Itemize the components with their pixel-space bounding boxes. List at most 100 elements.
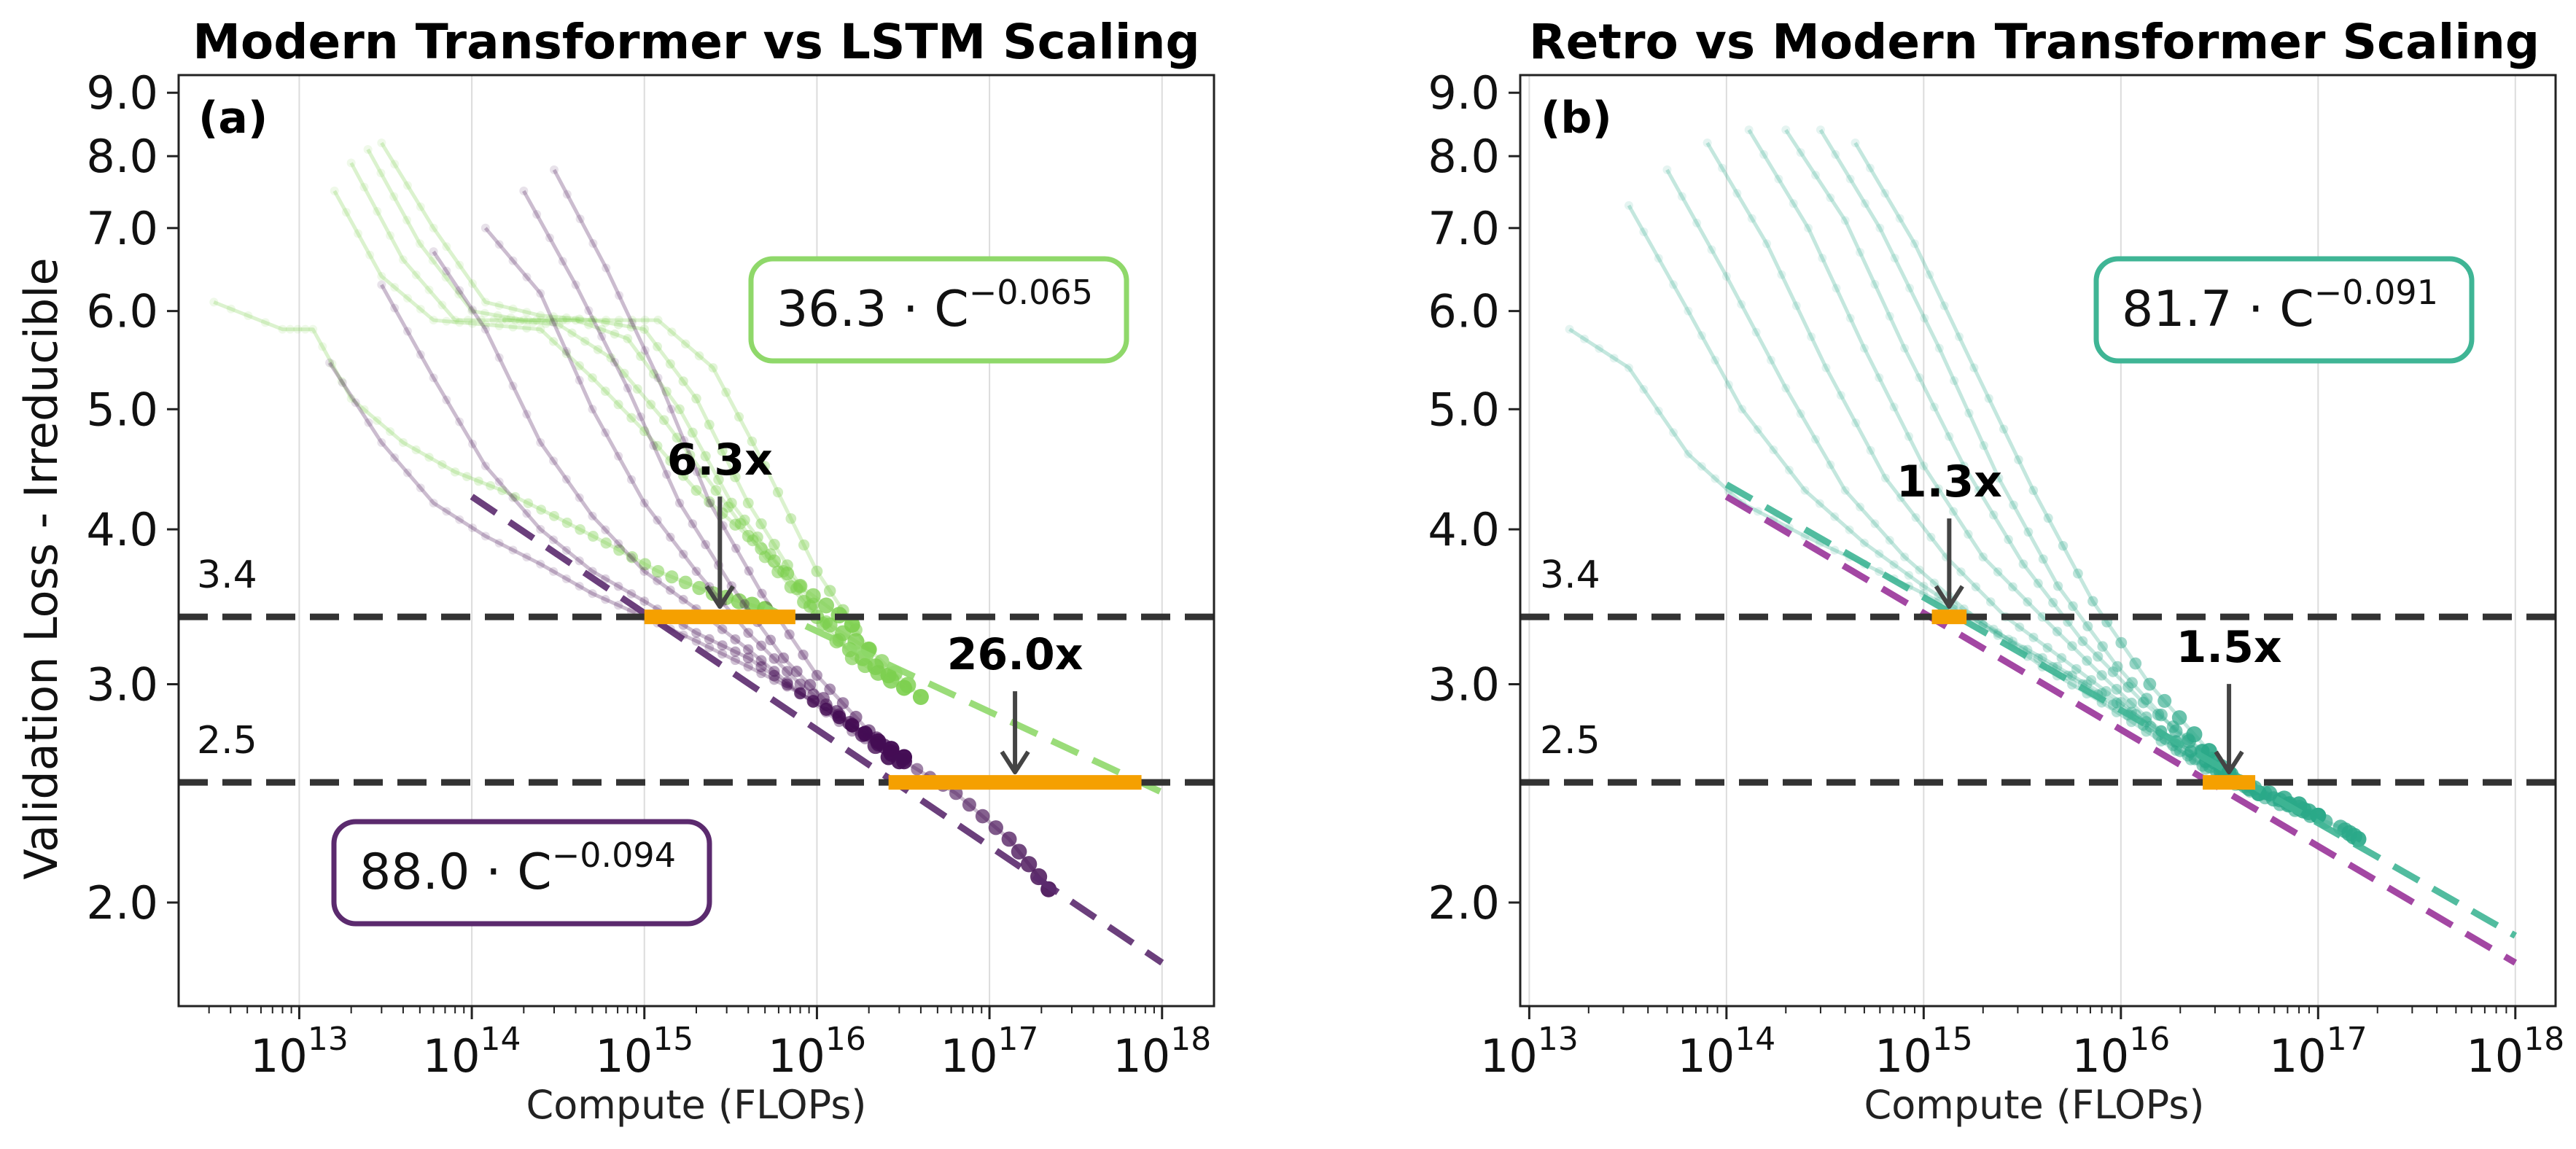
data-point xyxy=(1988,624,1999,634)
data-point xyxy=(1851,138,1860,147)
data-point xyxy=(1762,239,1772,249)
data-point xyxy=(536,505,547,515)
data-point xyxy=(549,510,559,521)
data-point xyxy=(1885,311,1894,321)
chart-panel-b: Retro vs Modern Transformer Scaling 3.4 2… xyxy=(1428,14,2564,1128)
data-point xyxy=(639,498,649,508)
data-point xyxy=(416,202,425,211)
data-point xyxy=(760,461,771,472)
data-point xyxy=(480,461,490,471)
data-point xyxy=(2168,724,2183,739)
data-point xyxy=(1885,536,1894,545)
data-point xyxy=(832,633,847,647)
data-point xyxy=(768,539,780,550)
data-point xyxy=(665,359,675,369)
data-point xyxy=(558,315,567,325)
data-point xyxy=(497,486,507,496)
data-point xyxy=(836,604,849,617)
axes-frame xyxy=(1519,74,2557,1008)
data-point xyxy=(1810,171,1820,180)
data-point xyxy=(1845,525,1854,534)
data-point xyxy=(700,451,711,461)
data-point xyxy=(593,345,603,354)
data-point xyxy=(390,160,400,169)
data-point xyxy=(1737,300,1746,309)
data-point xyxy=(781,678,793,690)
data-point xyxy=(325,358,335,367)
data-point xyxy=(561,313,571,323)
data-point xyxy=(639,324,650,335)
series-run-line xyxy=(502,318,922,698)
gap-arrow-head xyxy=(704,585,735,609)
data-point xyxy=(649,441,658,451)
data-point xyxy=(2082,655,2093,666)
data-point xyxy=(731,593,747,609)
data-point xyxy=(244,311,253,321)
y-tick-label: 9.0 xyxy=(86,66,158,120)
data-point xyxy=(2096,670,2107,681)
fit-line xyxy=(470,494,1164,966)
data-point xyxy=(537,316,546,325)
data-point xyxy=(1979,441,1988,451)
data-point xyxy=(627,315,637,325)
data-point xyxy=(1904,570,1914,580)
data-point xyxy=(2068,601,2078,612)
data-point xyxy=(610,357,620,367)
data-point xyxy=(497,316,507,325)
data-point xyxy=(580,336,590,346)
data-point xyxy=(549,318,559,327)
data-point xyxy=(571,280,580,289)
data-point xyxy=(2052,626,2063,636)
data-point xyxy=(549,535,559,545)
gap-label: 26.0x xyxy=(947,629,1083,680)
data-point xyxy=(730,634,741,644)
data-point xyxy=(1900,343,1910,353)
data-point xyxy=(561,517,572,529)
data-point xyxy=(523,498,534,508)
data-point xyxy=(697,467,709,478)
data-point xyxy=(606,353,616,363)
data-point xyxy=(398,255,408,265)
data-point xyxy=(536,437,545,447)
data-point xyxy=(2093,651,2104,662)
data-point xyxy=(327,359,337,369)
data-point xyxy=(337,376,346,386)
data-point xyxy=(1721,271,1731,281)
data-point xyxy=(1807,332,1816,341)
data-point xyxy=(1971,582,1981,592)
data-point xyxy=(710,485,722,496)
data-point xyxy=(785,513,797,524)
data-point xyxy=(2056,653,2067,663)
data-point xyxy=(2037,612,2047,622)
data-point xyxy=(639,566,649,576)
data-point xyxy=(626,413,637,423)
data-point xyxy=(386,231,395,241)
data-point xyxy=(441,273,451,282)
x-tick-label: 1017 xyxy=(941,1021,1039,1083)
data-point xyxy=(1856,502,1865,512)
data-point xyxy=(1939,301,1949,311)
data-point xyxy=(1993,473,2004,483)
data-point xyxy=(602,316,611,325)
data-point xyxy=(803,679,817,691)
data-point xyxy=(744,566,754,576)
data-point xyxy=(524,316,533,325)
data-point xyxy=(428,256,437,265)
x-tick-label: 1014 xyxy=(1677,1021,1775,1083)
data-point xyxy=(653,373,663,383)
data-point xyxy=(677,470,689,481)
y-tick-label: 6.0 xyxy=(86,285,158,338)
data-point xyxy=(743,628,754,639)
data-point xyxy=(2018,559,2028,569)
data-point xyxy=(2071,663,2082,674)
data-point xyxy=(794,687,806,700)
data-point xyxy=(389,192,399,201)
panel-label: (b) xyxy=(1541,93,1612,144)
data-point xyxy=(619,368,629,378)
data-point xyxy=(874,654,890,669)
data-point xyxy=(508,322,518,332)
data-point xyxy=(508,381,518,391)
data-point xyxy=(678,594,688,604)
data-point xyxy=(1639,385,1649,394)
data-point xyxy=(755,518,767,530)
